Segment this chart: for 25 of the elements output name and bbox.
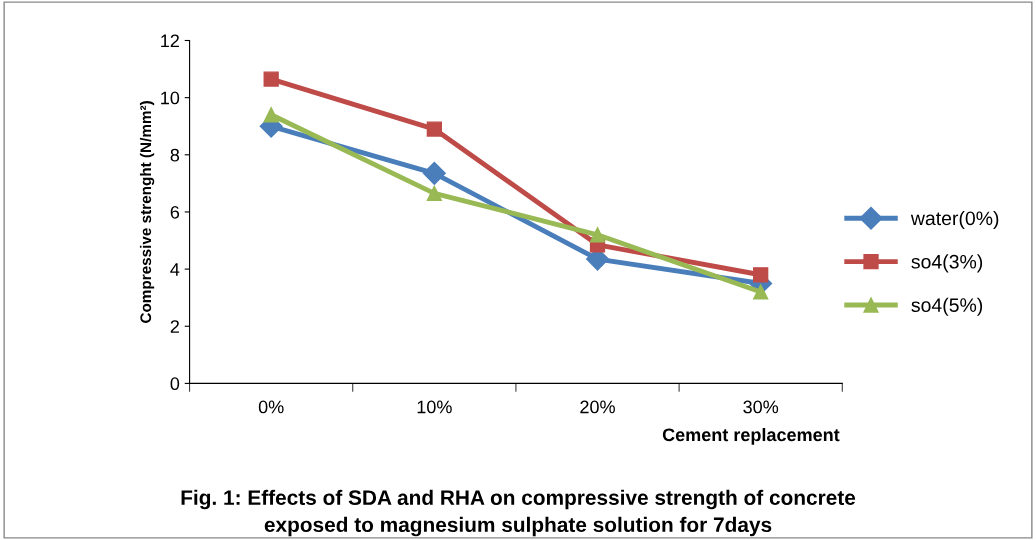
point <box>426 121 442 137</box>
y-tick-label: 0 <box>170 377 180 391</box>
y-tick-label: 4 <box>170 263 180 276</box>
x-tick-label: 30% <box>743 400 779 414</box>
y-tick-label: 2 <box>170 320 179 333</box>
point <box>422 161 446 185</box>
legend-label: so4(5%) <box>911 297 983 316</box>
legend-label: water(0%) <box>910 210 999 230</box>
y-tick-label: 8 <box>170 148 180 162</box>
point <box>263 107 279 123</box>
text: Fig. 1: Effects of SDA and RHA on compressive strength of concrete exposed to magnesium sulphate solution for 7days <box>181 489 856 537</box>
x-axis-title: Cement replacement <box>662 427 840 445</box>
x-tick-label: 20% <box>580 400 615 414</box>
legend-label: so4(3%) <box>911 254 983 273</box>
point <box>263 71 279 87</box>
y-tick-label: 10 <box>161 91 180 105</box>
point <box>589 227 606 243</box>
y-tick-label: 6 <box>170 205 180 219</box>
point <box>753 284 769 300</box>
point <box>753 267 769 283</box>
y-axis-title: Compressive strenght (N/mm²) <box>139 101 155 323</box>
point <box>426 185 442 202</box>
x-tick-label: 0% <box>258 400 284 414</box>
y-tick-label: 12 <box>161 34 179 48</box>
x-tick-label: 10% <box>417 400 452 414</box>
